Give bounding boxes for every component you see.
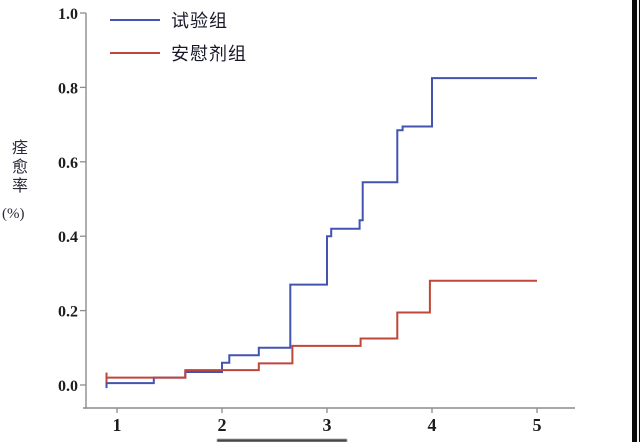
x-tick-label: 4 xyxy=(428,415,437,435)
y-tick-label: 0.4 xyxy=(58,229,78,246)
cropped-caption-artifact xyxy=(217,439,347,442)
border-gap xyxy=(637,0,639,442)
legend-line-swatch-placebo xyxy=(110,51,160,54)
legend-label-trial: 试验组 xyxy=(171,10,228,31)
y-tick-label: 0.2 xyxy=(58,304,78,321)
x-tick-label: 5 xyxy=(533,415,542,435)
y-axis-title: 痊愈率 xyxy=(9,139,26,196)
y-tick-label: 0.0 xyxy=(58,378,78,395)
legend-item-trial: 试验组 xyxy=(110,3,247,36)
y-tick-label: 0.8 xyxy=(58,80,78,97)
legend: 试验组 安慰剂组 xyxy=(110,3,247,69)
y-axis-unit: (%) xyxy=(2,206,25,222)
series-line-1 xyxy=(106,279,537,379)
series-line-0 xyxy=(106,77,537,385)
legend-label-placebo: 安慰剂组 xyxy=(171,43,247,64)
border-bar xyxy=(632,0,637,442)
x-tick-label: 1 xyxy=(113,415,122,435)
legend-line-swatch-trial xyxy=(110,18,160,21)
x-tick-label: 2 xyxy=(218,415,227,435)
y-tick-label: 0.6 xyxy=(58,155,78,172)
screenshot-right-border xyxy=(632,0,640,442)
legend-item-placebo: 安慰剂组 xyxy=(110,36,247,69)
y-tick-label: 1.0 xyxy=(58,6,78,23)
x-tick-label: 3 xyxy=(323,415,332,435)
border-bar xyxy=(638,0,640,442)
